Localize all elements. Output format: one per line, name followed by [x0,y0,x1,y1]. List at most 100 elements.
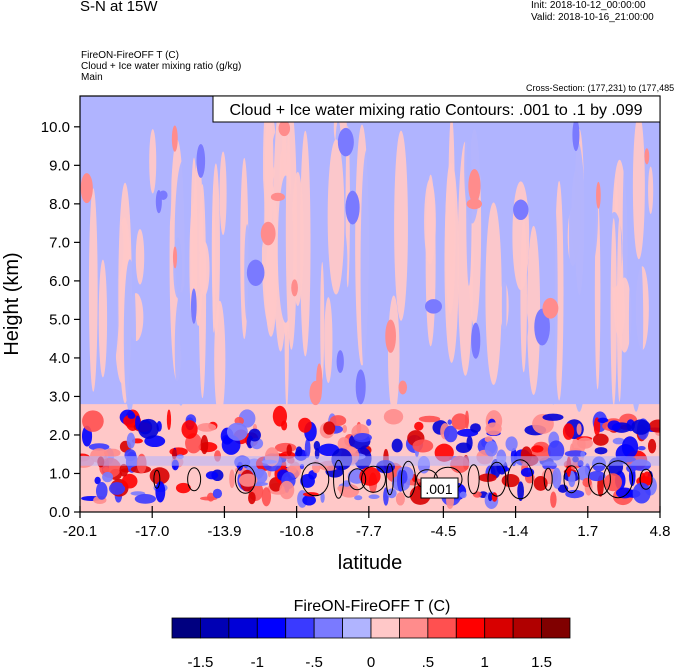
contour-variable-label: Cloud + Ice water mixing ratio (g/kg) [81,61,242,72]
colorbar-tick-label: .5 [422,654,435,668]
field-boundary-cell [272,405,288,427]
field-boundary-cell [134,494,156,504]
field-boundary-cell [238,473,258,487]
field-blob [542,297,559,319]
colorbar-tick-label: 1 [481,654,489,668]
field-streak [212,184,216,333]
field-streak [265,238,277,337]
field-boundary-cell [94,476,101,485]
cloud-contour [563,465,580,494]
field-boundary-cell [447,419,452,425]
x-tick-label: -20.1 [63,523,97,540]
field-streak [628,229,644,412]
field-boundary-cell [329,415,347,426]
field-streak [569,140,586,324]
cloud-contour [507,459,534,500]
field-boundary-cell [229,469,235,489]
field-blob [171,125,178,152]
field-boundary-cell [649,419,660,433]
cloud-contour [467,464,480,495]
colorbar-tick-label: -1 [251,654,264,668]
field-boundary-cell [588,470,606,482]
x-tick-label: -13.9 [207,523,241,540]
field-streak [601,123,612,209]
cloud-contour [603,460,634,499]
field-boundary-cell [501,473,520,488]
field-boundary-cell [547,440,565,461]
field-boundary-cell [418,415,441,423]
field-boundary-cell [472,491,482,498]
field-streak [375,281,389,362]
field-blob [158,190,168,200]
y-tick-label: 2.0 [49,427,70,444]
field-boundary-cell [470,423,481,433]
variable-label: FireON-FireOFF T (C) [81,50,179,61]
field-boundary-cell [576,423,582,435]
cloud-contour [487,461,507,497]
y-tick-label: 8.0 [49,196,70,213]
colorbar-swatch [171,617,201,639]
cloud-contour [301,462,330,497]
field-boundary-cell [500,466,510,472]
field-streak [424,179,436,265]
y-tick-label: 0.0 [49,504,70,521]
cloud-contour [333,459,345,499]
field-blob [172,246,178,269]
field-streak [419,135,423,194]
field-boundary-cell [383,487,389,506]
contour-label-text: .001 [425,481,452,497]
field-boundary-cell [592,433,609,446]
field-blob [424,299,442,314]
field-boundary-cell [295,446,303,458]
field-boundary-cell [395,492,405,506]
field-boundary-cell [342,424,348,433]
field-boundary-cell [562,423,575,440]
field-boundary-cell [577,437,593,449]
field-streak [224,289,241,333]
field-blob [596,181,601,209]
field-boundary-cell [391,438,403,453]
field-streak [360,149,373,391]
field-boundary-cell [612,437,625,445]
field-boundary-cell [207,492,215,502]
field-streak [88,188,98,392]
field-boundary-cell [484,436,493,443]
field-boundary-cell [647,438,657,454]
field-boundary-cell [166,409,172,431]
domain-label: Main [81,72,103,83]
cloud-contours [153,459,653,500]
field-blob [644,148,650,165]
cloud-contour [348,468,367,491]
field-boundary-cell [175,482,191,494]
cloud-contour [153,469,161,489]
field-boundary-cell [451,413,469,430]
field-boundary-cell [200,435,209,455]
y-tick-label: 4.0 [49,350,70,367]
y-axis: 0.0 1.0 2.0 3.0 4.0 5.0 6.0 7.0 8.0 9.0 10.0 [41,119,80,521]
field-boundary-cell [443,425,458,443]
valid-time: Valid: 2018-10-16_21:00:00 [531,12,654,23]
field-streak [394,130,408,321]
field-boundary-cell [412,439,434,453]
x-tick-label: -17.0 [135,523,169,540]
field-boundary-cell [212,488,223,499]
colorbar-tick-label: -1.5 [187,654,213,668]
colorbar-swatch [484,617,514,639]
colorbar-swatch [427,617,457,639]
temperature-difference-field [80,96,660,512]
x-axis-label: latitude [338,552,403,574]
field-blob [398,380,408,395]
init-time: Init: 2018-10-12_00:00:00 [531,0,646,11]
field-boundary-cell [505,436,518,452]
cross-section-label: Cross-Section: (177,231) to (177,485) [526,83,674,93]
field-streak [324,297,333,384]
field-boundary-cell [279,480,295,500]
field-boundary-cell [488,492,493,502]
field-boundary-cell [323,421,336,435]
field-streak [448,115,455,268]
field-boundary-cell [248,428,261,442]
field-streak [501,248,507,362]
field-boundary-cell [261,487,272,507]
colorbar-swatch [455,617,486,639]
y-tick-label: 10.0 [41,119,70,136]
